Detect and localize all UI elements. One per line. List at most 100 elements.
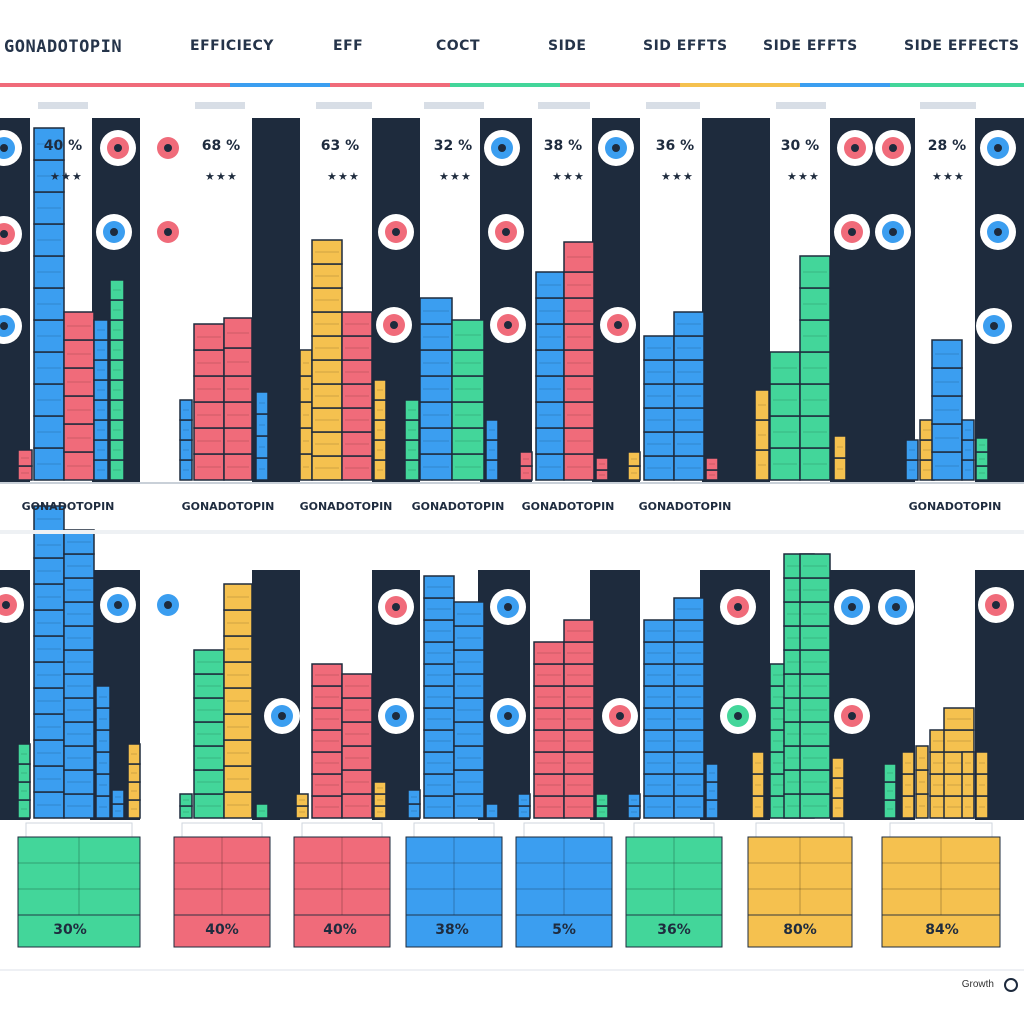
donut-icon-center bbox=[734, 603, 742, 611]
donut-icon-center bbox=[994, 228, 1002, 236]
dark-panel bbox=[0, 118, 30, 482]
star-icon: ★ bbox=[563, 170, 573, 183]
star-icon: ★ bbox=[954, 170, 964, 183]
bottom-bar-segment bbox=[33, 765, 65, 793]
column-subtitle-bar bbox=[646, 102, 700, 109]
column-header-side-effects-3: SIDE EFFECTS bbox=[904, 38, 1020, 54]
top-bar-segment bbox=[404, 399, 420, 421]
bottom-bar-segment bbox=[341, 721, 373, 747]
star-icon: ★ bbox=[50, 170, 60, 183]
top-bar-segment bbox=[563, 401, 595, 429]
table-header bbox=[755, 822, 845, 838]
bottom-bar-segment bbox=[63, 601, 95, 627]
header-color-strip bbox=[0, 83, 230, 87]
top-bar-segment bbox=[754, 389, 770, 421]
bottom-bar-segment bbox=[295, 793, 309, 807]
bottom-bar-segment bbox=[595, 793, 609, 807]
dark-panel bbox=[252, 570, 300, 820]
donut-icon-center bbox=[390, 321, 398, 329]
column-subtitle-bar bbox=[38, 102, 88, 109]
bottom-bar-segment bbox=[975, 751, 989, 775]
top-bar-segment bbox=[833, 435, 847, 459]
donut-icon-center bbox=[110, 228, 118, 236]
donut-icon-center bbox=[990, 322, 998, 330]
group-label: GONADOTOPIN bbox=[181, 500, 275, 513]
donut-icon-center bbox=[851, 144, 859, 152]
top-bar-segment bbox=[419, 401, 453, 429]
column-header-cost: COCT bbox=[436, 38, 480, 54]
bottom-bar-segment bbox=[341, 769, 373, 795]
donut-icon-center bbox=[848, 228, 856, 236]
top-bar-segment bbox=[33, 383, 65, 417]
top-percent-label: 68 % bbox=[201, 138, 241, 154]
top-bar-segment bbox=[223, 453, 253, 481]
top-bar-segment bbox=[673, 359, 705, 385]
bottom-percent-label: 38% bbox=[435, 922, 469, 938]
top-bar-segment bbox=[193, 427, 225, 455]
table-header bbox=[413, 822, 495, 838]
donut-icon-center bbox=[392, 712, 400, 720]
bottom-bar-segment bbox=[453, 721, 485, 747]
bottom-bar-segment bbox=[63, 649, 95, 675]
star-icon: ★ bbox=[683, 170, 693, 183]
top-bar-segment bbox=[311, 239, 343, 265]
donut-icon-center bbox=[734, 712, 742, 720]
donut-icon-center bbox=[992, 601, 1000, 609]
bottom-bar-segment bbox=[673, 597, 705, 621]
bottom-bar-segment bbox=[751, 751, 765, 775]
top-bar-segment bbox=[33, 223, 65, 257]
star-icon: ★ bbox=[574, 170, 584, 183]
top-bar-segment bbox=[451, 401, 485, 429]
bottom-bar-segment bbox=[883, 763, 897, 783]
star-icon: ★ bbox=[349, 170, 359, 183]
bottom-bar-segment bbox=[799, 721, 831, 747]
top-bar-segment bbox=[451, 453, 485, 481]
table-total-row bbox=[293, 914, 391, 948]
donut-icon-center bbox=[0, 144, 8, 152]
top-percent-label: 30 % bbox=[780, 138, 820, 154]
top-bar-segment bbox=[33, 191, 65, 225]
top-bar-segment bbox=[33, 159, 65, 193]
top-bar-segment bbox=[193, 453, 225, 481]
top-bar-segment bbox=[975, 437, 989, 453]
bottom-bar-segment bbox=[127, 743, 141, 765]
donut-icon-center bbox=[614, 321, 622, 329]
bottom-bar-segment bbox=[63, 625, 95, 651]
donut-icon-center bbox=[612, 144, 620, 152]
logo-icon bbox=[1004, 978, 1018, 992]
section-band bbox=[0, 530, 1024, 534]
top-bar-segment bbox=[931, 339, 963, 369]
footer-credit: Growth bbox=[961, 979, 994, 990]
bottom-percent-label: 36% bbox=[657, 922, 691, 938]
table-header bbox=[181, 822, 263, 838]
star-icon: ★ bbox=[338, 170, 348, 183]
group-label: GONADOTOPIN bbox=[521, 500, 615, 513]
top-bar-segment bbox=[799, 415, 831, 449]
top-bar-segment bbox=[33, 287, 65, 321]
star-icon: ★ bbox=[216, 170, 226, 183]
bottom-bar-segment bbox=[33, 531, 65, 559]
top-bar-segment bbox=[673, 335, 705, 361]
top-bar-segment bbox=[931, 395, 963, 425]
bottom-bar-segment bbox=[63, 553, 95, 579]
bottom-percent-label: 80% bbox=[783, 922, 817, 938]
top-bar-segment bbox=[643, 455, 675, 481]
bottom-bar-segment bbox=[63, 697, 95, 723]
star-icon: ★ bbox=[327, 170, 337, 183]
bottom-bar-segment bbox=[831, 757, 845, 779]
star-icon: ★ bbox=[205, 170, 215, 183]
bottom-bar-segment bbox=[901, 751, 915, 775]
bottom-bar-segment bbox=[453, 601, 485, 627]
bottom-bar-segment bbox=[517, 793, 531, 807]
bottom-bar-segment bbox=[63, 793, 95, 819]
column-header-eff: EFF bbox=[333, 38, 364, 54]
bottom-bar-segment bbox=[223, 687, 253, 715]
bottom-bar-segment bbox=[705, 763, 719, 783]
column-header-side-effects-2: SIDE EFFTS bbox=[763, 38, 858, 54]
donut-icon-center bbox=[114, 144, 122, 152]
donut-icon-center bbox=[502, 228, 510, 236]
table-header bbox=[301, 822, 383, 838]
table-header bbox=[523, 822, 605, 838]
header-color-strip bbox=[680, 83, 800, 87]
